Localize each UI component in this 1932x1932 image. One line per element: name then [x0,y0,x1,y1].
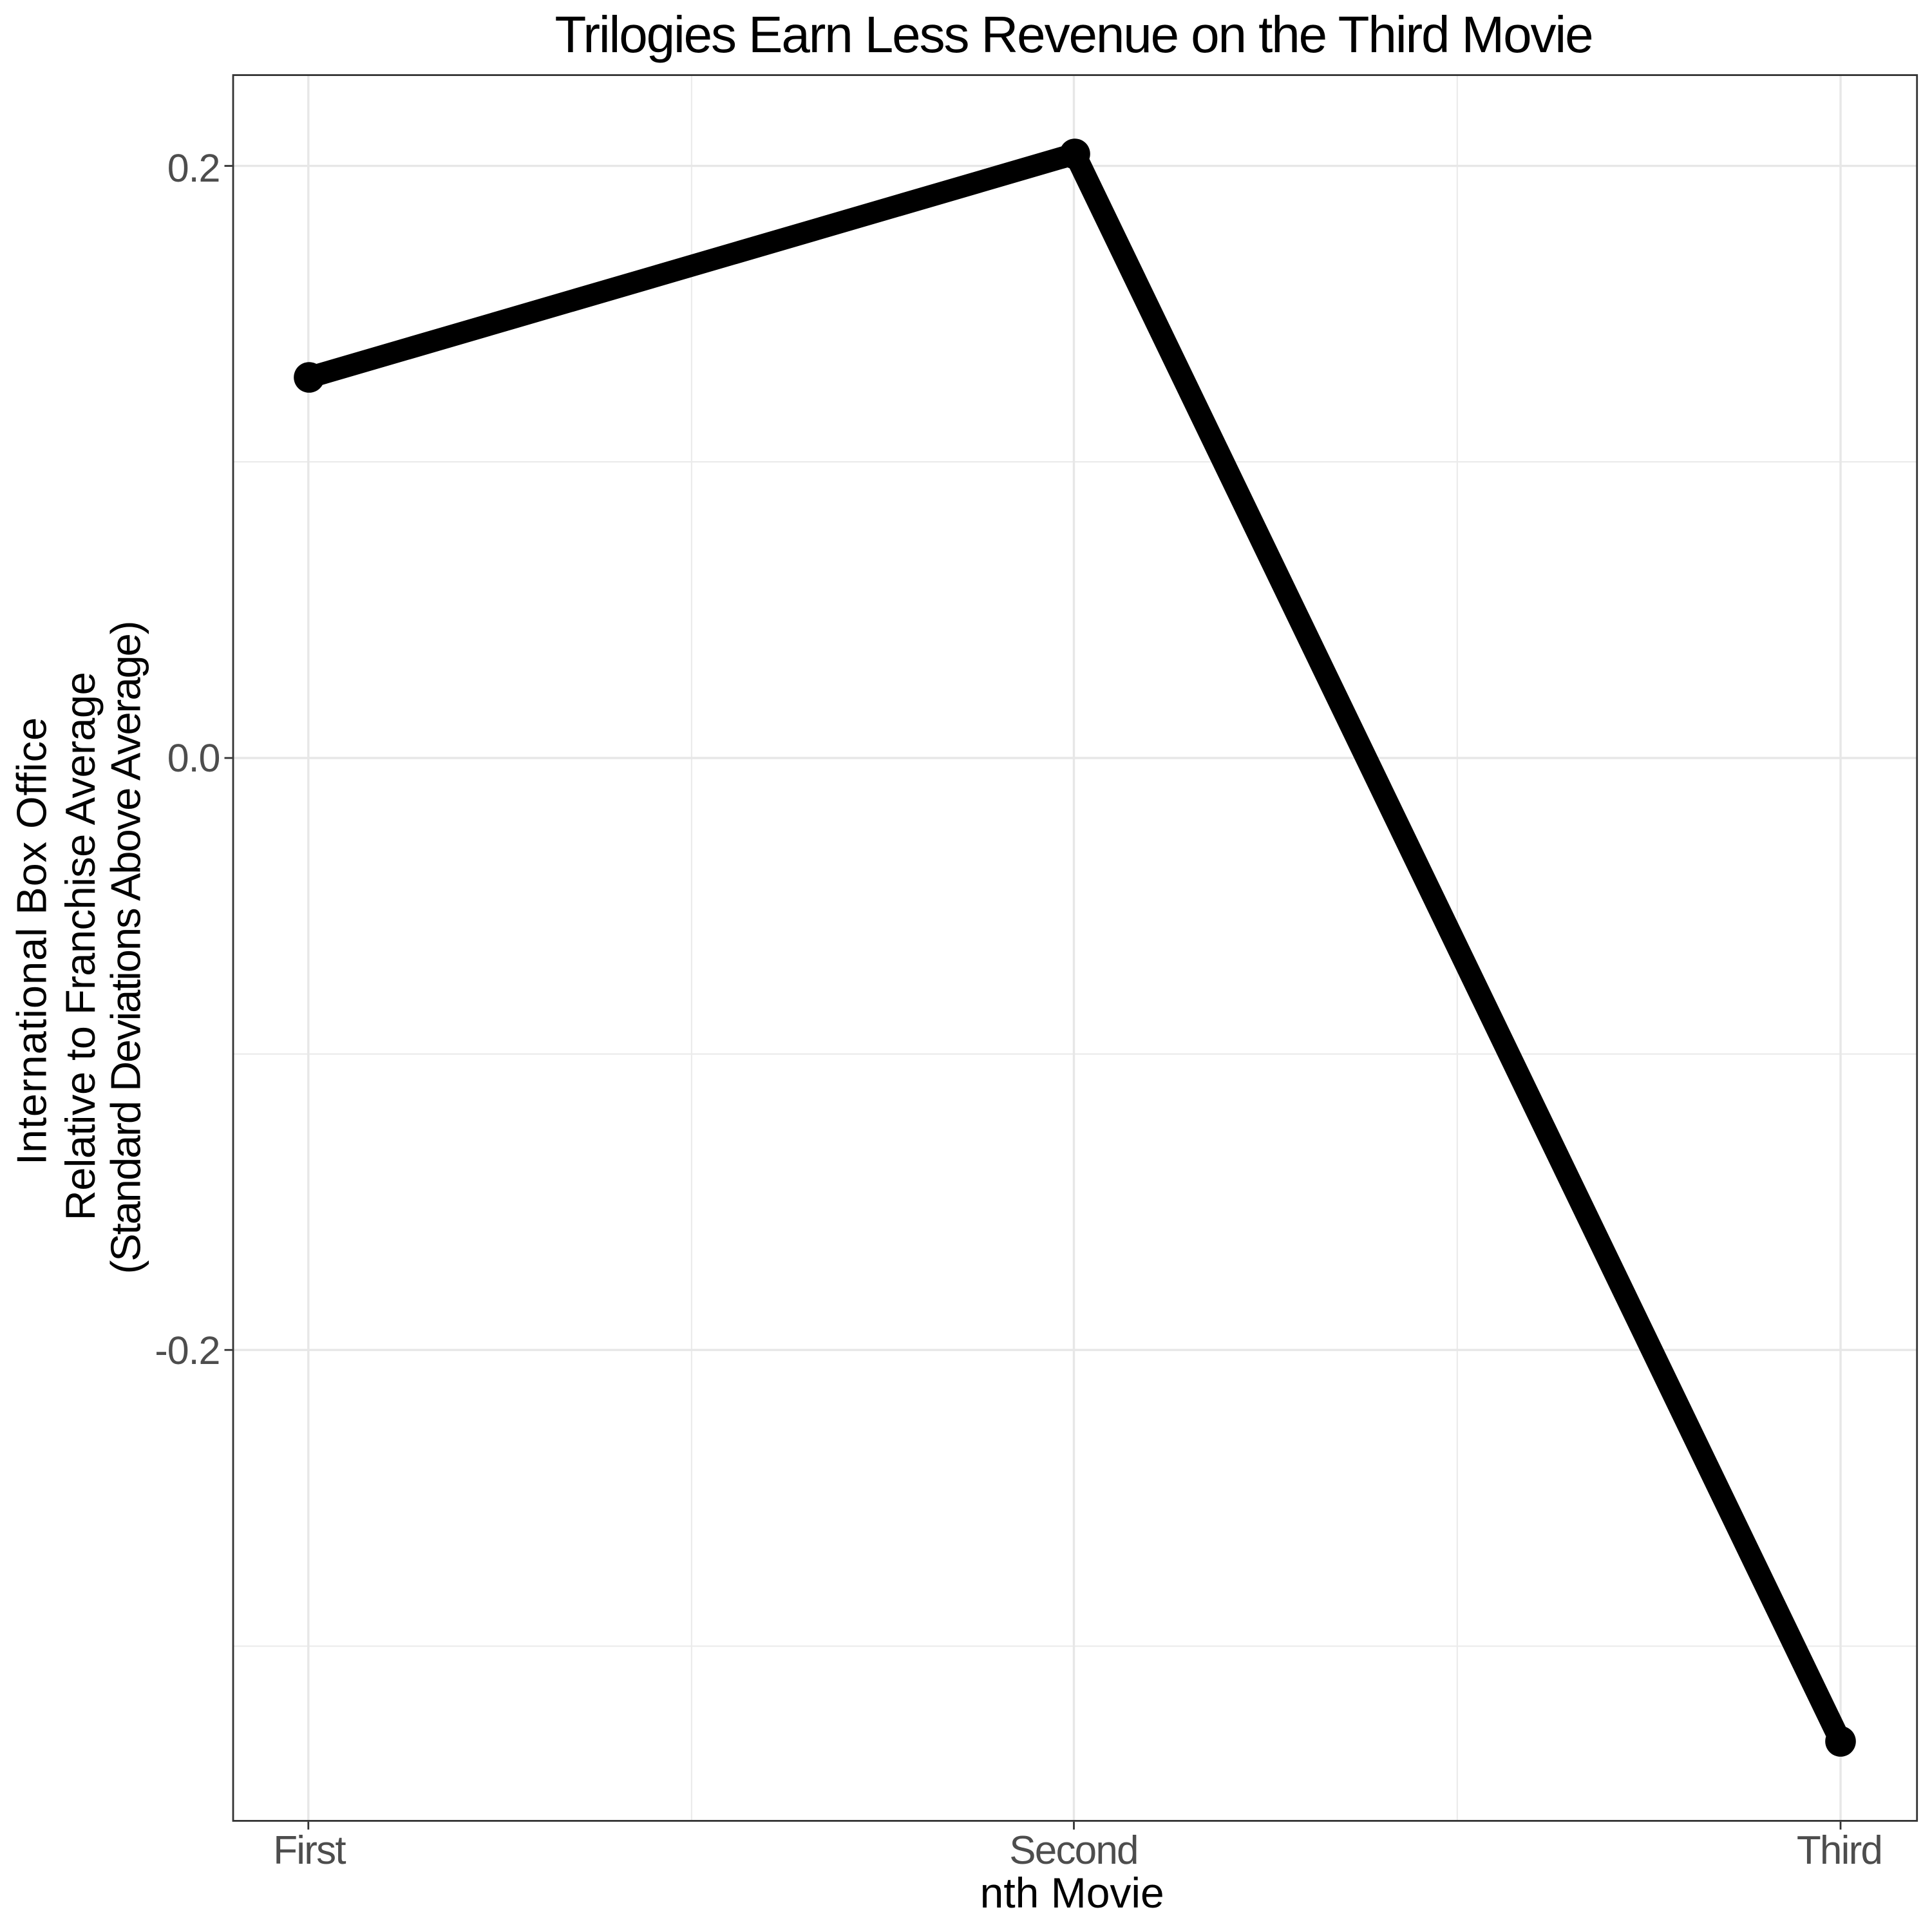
svg-text:-0.2: -0.2 [155,1329,220,1372]
svg-text:First: First [273,1828,346,1873]
svg-text:Trilogies Earn Less Revenue on: Trilogies Earn Less Revenue on the Third… [555,6,1593,63]
svg-text:0.2: 0.2 [167,146,220,190]
svg-text:Third: Third [1797,1828,1882,1873]
svg-text:nth Movie: nth Movie [980,1869,1164,1917]
svg-text:Relative to Franchise Average: Relative to Franchise Average [57,672,104,1220]
svg-text:(Standard Deviations Above Ave: (Standard Deviations Above Average) [102,622,149,1274]
svg-text:0.0: 0.0 [167,736,220,780]
svg-text:Second: Second [1009,1828,1137,1873]
svg-text:International Box Office: International Box Office [8,717,55,1165]
